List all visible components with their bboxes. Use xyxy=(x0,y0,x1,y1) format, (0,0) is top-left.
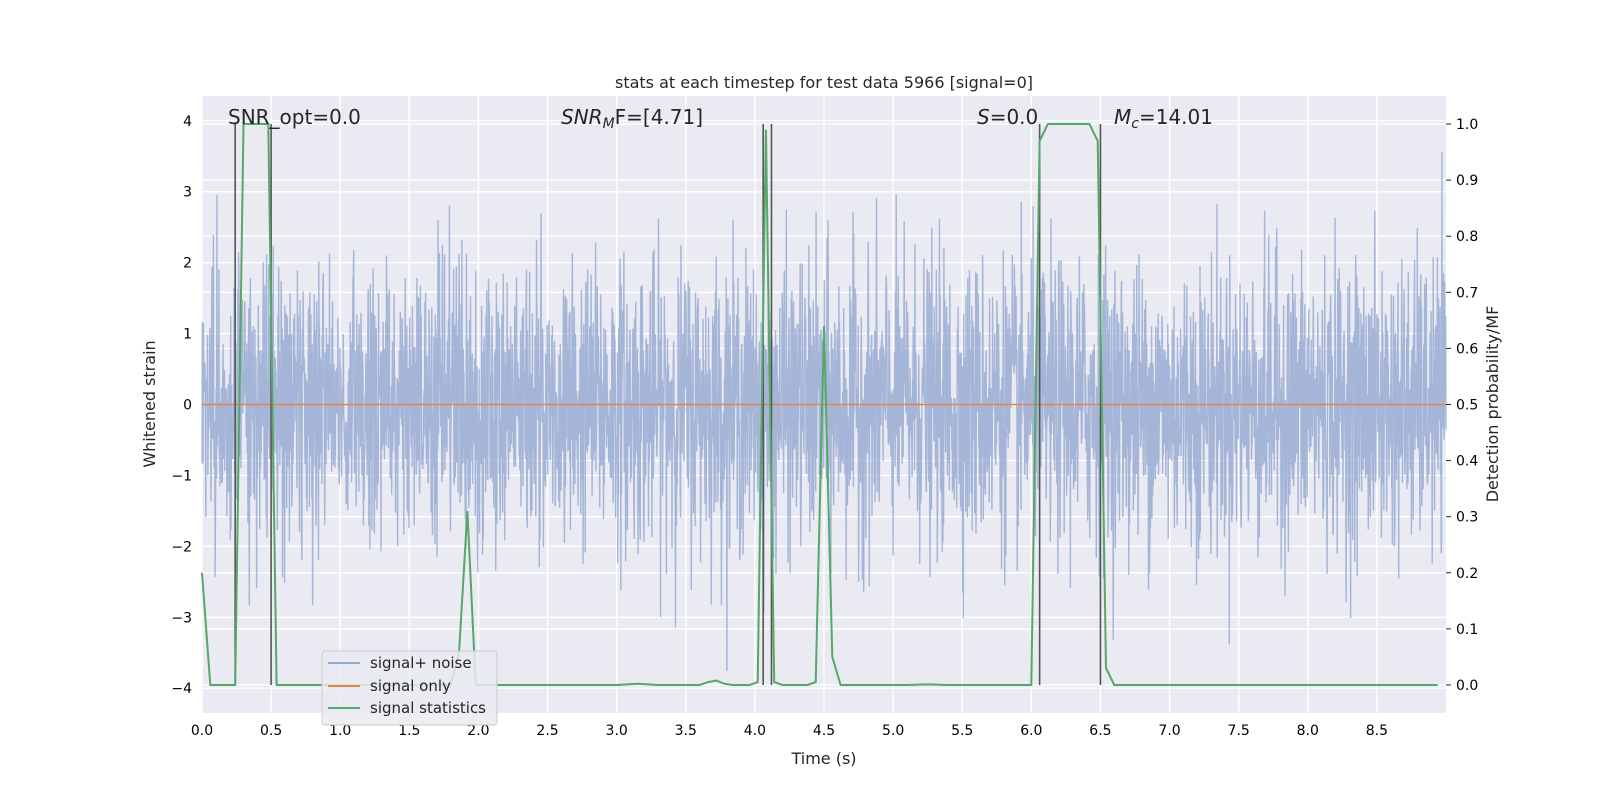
x-tick-label: 4.0 xyxy=(744,723,766,739)
x-tick-label: 3.5 xyxy=(675,723,697,739)
y-right-tick-label: 0.5 xyxy=(1456,398,1478,414)
line-signal-noise xyxy=(201,151,1447,672)
x-tick-label: 8.0 xyxy=(1297,723,1319,739)
x-axis-ticks: 0.0 0.5 1.0 1.5 2.0 2.5 3.0 3.5 4.0 4.5 5.0 5.5 6.0 6… xyxy=(191,723,1388,739)
x-tick-label: 0.5 xyxy=(260,723,282,739)
y-left-tick-label: 3 xyxy=(183,185,192,201)
x-tick-label: 1.0 xyxy=(329,723,351,739)
x-tick-label: 0.0 xyxy=(191,723,213,739)
legend-box xyxy=(321,650,498,726)
y-right-tick-label: 0.6 xyxy=(1456,341,1478,357)
legend-label-signal-statistics: signal statistics xyxy=(370,699,486,717)
x-tick-label: 4.5 xyxy=(813,723,835,739)
annotation-snr-mf: SNRMF=[4.71] xyxy=(561,105,703,132)
x-tick-label: 5.0 xyxy=(882,723,904,739)
x-tick-label: 7.0 xyxy=(1158,723,1180,739)
y-left-tick-label: 1 xyxy=(183,327,192,343)
y-left-tick-label: −2 xyxy=(171,539,192,555)
y-left-axis-ticks: −4 −3 −2 −1 0 1 2 3 4 xyxy=(171,114,192,697)
annotations: SNR_opt=0.0 SNRMF=[4.71] S=0.0 Mc=14.01 xyxy=(228,105,1213,132)
y-right-tick-label: 0.0 xyxy=(1456,678,1478,694)
annotation-snr-opt: SNR_opt=0.0 xyxy=(228,105,361,129)
annotation-s-main: S xyxy=(977,105,990,129)
y-right-tick-label: 0.3 xyxy=(1456,510,1478,526)
x-tick-label: 7.5 xyxy=(1228,723,1250,739)
y-right-tick-label: 0.8 xyxy=(1456,229,1478,245)
x-tick-label: 6.0 xyxy=(1020,723,1042,739)
x-tick-label: 1.5 xyxy=(398,723,420,739)
x-tick-label: 2.5 xyxy=(536,723,558,739)
annotation-mc-rest: =14.01 xyxy=(1139,105,1213,129)
annotation-s-rest: =0.0 xyxy=(990,105,1039,129)
y-right-tick-label: 1.0 xyxy=(1456,117,1478,133)
x-tick-label: 8.5 xyxy=(1366,723,1388,739)
annotation-s: S=0.0 xyxy=(977,105,1038,129)
y-right-tick-label: 0.9 xyxy=(1456,173,1478,189)
y-left-tick-label: −4 xyxy=(171,681,192,697)
legend: signal+ noise signal only signal statist… xyxy=(321,650,498,726)
y-right-axis-ticks: 0.0 0.1 0.2 0.3 0.4 0.5 0.6 0.7 0.8 0.9 1.0 xyxy=(1446,117,1478,694)
y-left-axis-label: Whitened strain xyxy=(140,340,159,467)
y-right-tick-label: 0.1 xyxy=(1456,622,1478,638)
x-tick-label: 2.0 xyxy=(467,723,489,739)
vertical-markers xyxy=(234,124,1102,685)
y-left-tick-label: −3 xyxy=(171,610,192,626)
y-left-tick-label: 4 xyxy=(183,114,192,130)
x-tick-label: 5.5 xyxy=(951,723,973,739)
series-signal-statistics xyxy=(201,123,1438,686)
x-tick-label: 6.5 xyxy=(1089,723,1111,739)
annotation-snr-mf-main: SNR xyxy=(561,105,603,129)
annotation-mc-main: M xyxy=(1114,105,1131,129)
y-right-tick-label: 0.4 xyxy=(1456,454,1478,470)
annotation-mc-sub: c xyxy=(1131,116,1139,132)
y-right-tick-label: 0.2 xyxy=(1456,566,1478,582)
line-signal-statistics xyxy=(201,123,1438,686)
series-signal-noise xyxy=(201,151,1447,672)
y-right-axis-label: Detection probability/MF xyxy=(1483,306,1502,503)
x-tick-label: 3.0 xyxy=(606,723,628,739)
annotation-snr-mf-rest: F=[4.71] xyxy=(615,105,703,129)
annotation-mc: Mc=14.01 xyxy=(1114,105,1213,132)
y-left-tick-label: 0 xyxy=(183,398,192,414)
y-left-tick-label: 2 xyxy=(183,256,192,272)
x-axis-label: Time (s) xyxy=(790,749,856,768)
y-right-tick-label: 0.7 xyxy=(1456,285,1478,301)
y-left-tick-label: −1 xyxy=(171,468,192,484)
legend-label-signal-noise: signal+ noise xyxy=(370,654,472,672)
annotation-snr-mf-sub: M xyxy=(603,116,615,132)
chart-title: stats at each timestep for test data 596… xyxy=(615,73,1033,92)
legend-label-signal-only: signal only xyxy=(370,677,451,695)
